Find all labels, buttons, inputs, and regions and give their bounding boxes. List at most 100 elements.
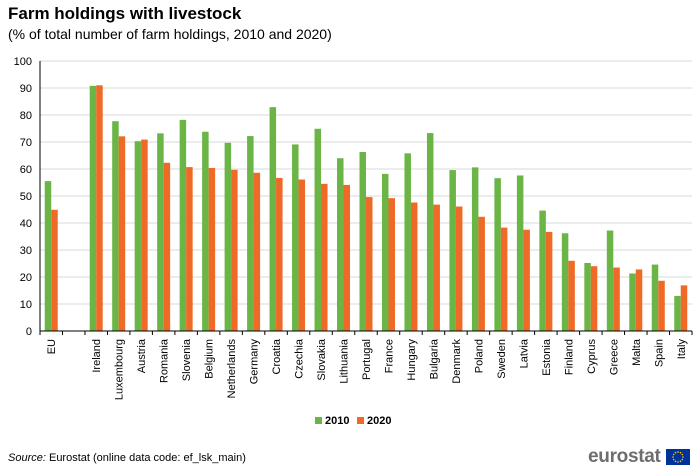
bar-chart: 0 10 20 30 40 50 60 70 80 90 100 EU Ireland Luxembour… <box>14 56 693 427</box>
x-tick-label: Hungary <box>406 339 418 381</box>
bar-2010 <box>516 175 524 331</box>
bar-2010 <box>89 85 97 331</box>
bar-2020 <box>118 136 126 331</box>
bar-2020 <box>163 162 171 331</box>
x-tick-label: Sweden <box>496 339 508 379</box>
flag-star <box>681 458 683 461</box>
bar-2020 <box>298 179 306 331</box>
source-text: Eurostat (online data code: ef_lsk_main) <box>45 452 246 464</box>
bar-2020 <box>51 209 58 331</box>
x-tick-label: France <box>383 339 395 373</box>
x-tick-label: Ireland <box>91 339 103 373</box>
bar-2010 <box>426 133 434 331</box>
legend-label-2020: 2020 <box>367 415 391 427</box>
bar-2010 <box>157 133 164 331</box>
bar-2020 <box>523 229 530 331</box>
x-tick-label: Poland <box>473 339 485 373</box>
bar-2010 <box>674 295 681 331</box>
x-tick-label: Portugal <box>361 339 373 380</box>
y-tick-label: 90 <box>20 83 32 95</box>
bar-2020 <box>343 184 351 331</box>
x-tick-label: Belgium <box>204 339 216 379</box>
bar-2010 <box>134 141 142 331</box>
bar-2020 <box>680 285 688 331</box>
x-tick-label: Estonia <box>541 338 553 376</box>
y-tick-label: 80 <box>20 110 32 122</box>
bar-2010 <box>112 121 119 332</box>
bar-2010 <box>539 210 546 331</box>
bar-2020 <box>455 206 463 331</box>
flag-star <box>681 453 683 456</box>
bar-2010 <box>314 128 322 331</box>
x-tick-label: Italy <box>676 339 688 360</box>
flag-star <box>672 458 675 461</box>
eu-flag-icon <box>665 449 690 465</box>
bar-2020 <box>321 183 328 331</box>
x-tick-label: Malta <box>631 338 643 366</box>
bar-2020 <box>276 177 283 331</box>
bar-2010 <box>584 262 591 331</box>
x-tick-label: Lithuania <box>339 338 351 384</box>
y-tick-label: 60 <box>20 164 32 176</box>
chart-subtitle: (% of total number of farm holdings, 201… <box>8 26 332 42</box>
y-tick-label: 30 <box>20 245 32 257</box>
bar-2020 <box>388 198 395 331</box>
bar-2020 <box>141 139 148 331</box>
bar-2010 <box>202 131 209 331</box>
flag-star <box>674 451 676 454</box>
bar-2020 <box>366 197 373 331</box>
flag-star <box>681 456 684 458</box>
bar-2010 <box>404 153 411 331</box>
bar-2020 <box>590 266 598 331</box>
x-tick-label: Austria <box>136 338 148 373</box>
bar-2010 <box>561 233 569 331</box>
bar-2020 <box>478 216 485 331</box>
bar-2010 <box>471 167 479 331</box>
bar-2010 <box>269 107 277 331</box>
flag-star <box>672 453 675 456</box>
bar-2020 <box>253 172 261 331</box>
bar-2020 <box>186 167 193 331</box>
x-tick-label: Slovakia <box>316 338 328 380</box>
y-tick-label: 50 <box>20 191 32 203</box>
bar-2010 <box>292 144 299 331</box>
bar-2020 <box>613 267 620 331</box>
flag-star <box>679 451 681 454</box>
x-tick-label: Cyprus <box>586 339 598 374</box>
bar-2010 <box>629 273 636 331</box>
bar-2020 <box>208 167 216 331</box>
x-tick-label: Finland <box>563 339 575 375</box>
x-tick-label: Germany <box>249 339 261 385</box>
x-tick-label: Luxembourg <box>114 339 126 400</box>
x-tick-label: Slovenia <box>181 338 193 381</box>
y-tick-label: 20 <box>20 272 32 284</box>
bar-2020 <box>545 231 553 331</box>
y-tick-label: 0 <box>26 326 32 338</box>
legend-label-2010: 2010 <box>325 415 349 427</box>
y-tick-label: 40 <box>20 218 32 230</box>
x-tick-label: EU <box>46 339 58 354</box>
bar-2010 <box>606 230 614 331</box>
eurostat-logo: eurostat <box>588 446 690 468</box>
legend-swatch-2020 <box>357 417 364 424</box>
y-tick-label: 10 <box>20 299 32 311</box>
bar-2010 <box>381 173 389 331</box>
bar-2020 <box>96 85 103 331</box>
x-tick-label: Croatia <box>271 338 283 374</box>
x-tick-label: Romania <box>159 338 171 383</box>
legend-swatch-2010 <box>315 417 322 424</box>
flag-star <box>676 461 679 463</box>
bar-2020 <box>568 260 575 331</box>
source-note: Source: Eurostat (online data code: ef_l… <box>8 452 246 464</box>
x-tick-label: Greece <box>608 339 620 375</box>
source-label: Source: <box>8 452 46 464</box>
bar-2010 <box>224 142 232 331</box>
bar-2010 <box>359 151 366 331</box>
x-tick-label: Netherlands <box>226 339 238 399</box>
bar-2020 <box>635 269 643 331</box>
bar-2020 <box>500 227 508 331</box>
logo-text: eurostat <box>588 446 661 467</box>
flag-star <box>674 460 676 463</box>
bar-2010 <box>247 136 254 331</box>
flag-star <box>679 460 681 463</box>
